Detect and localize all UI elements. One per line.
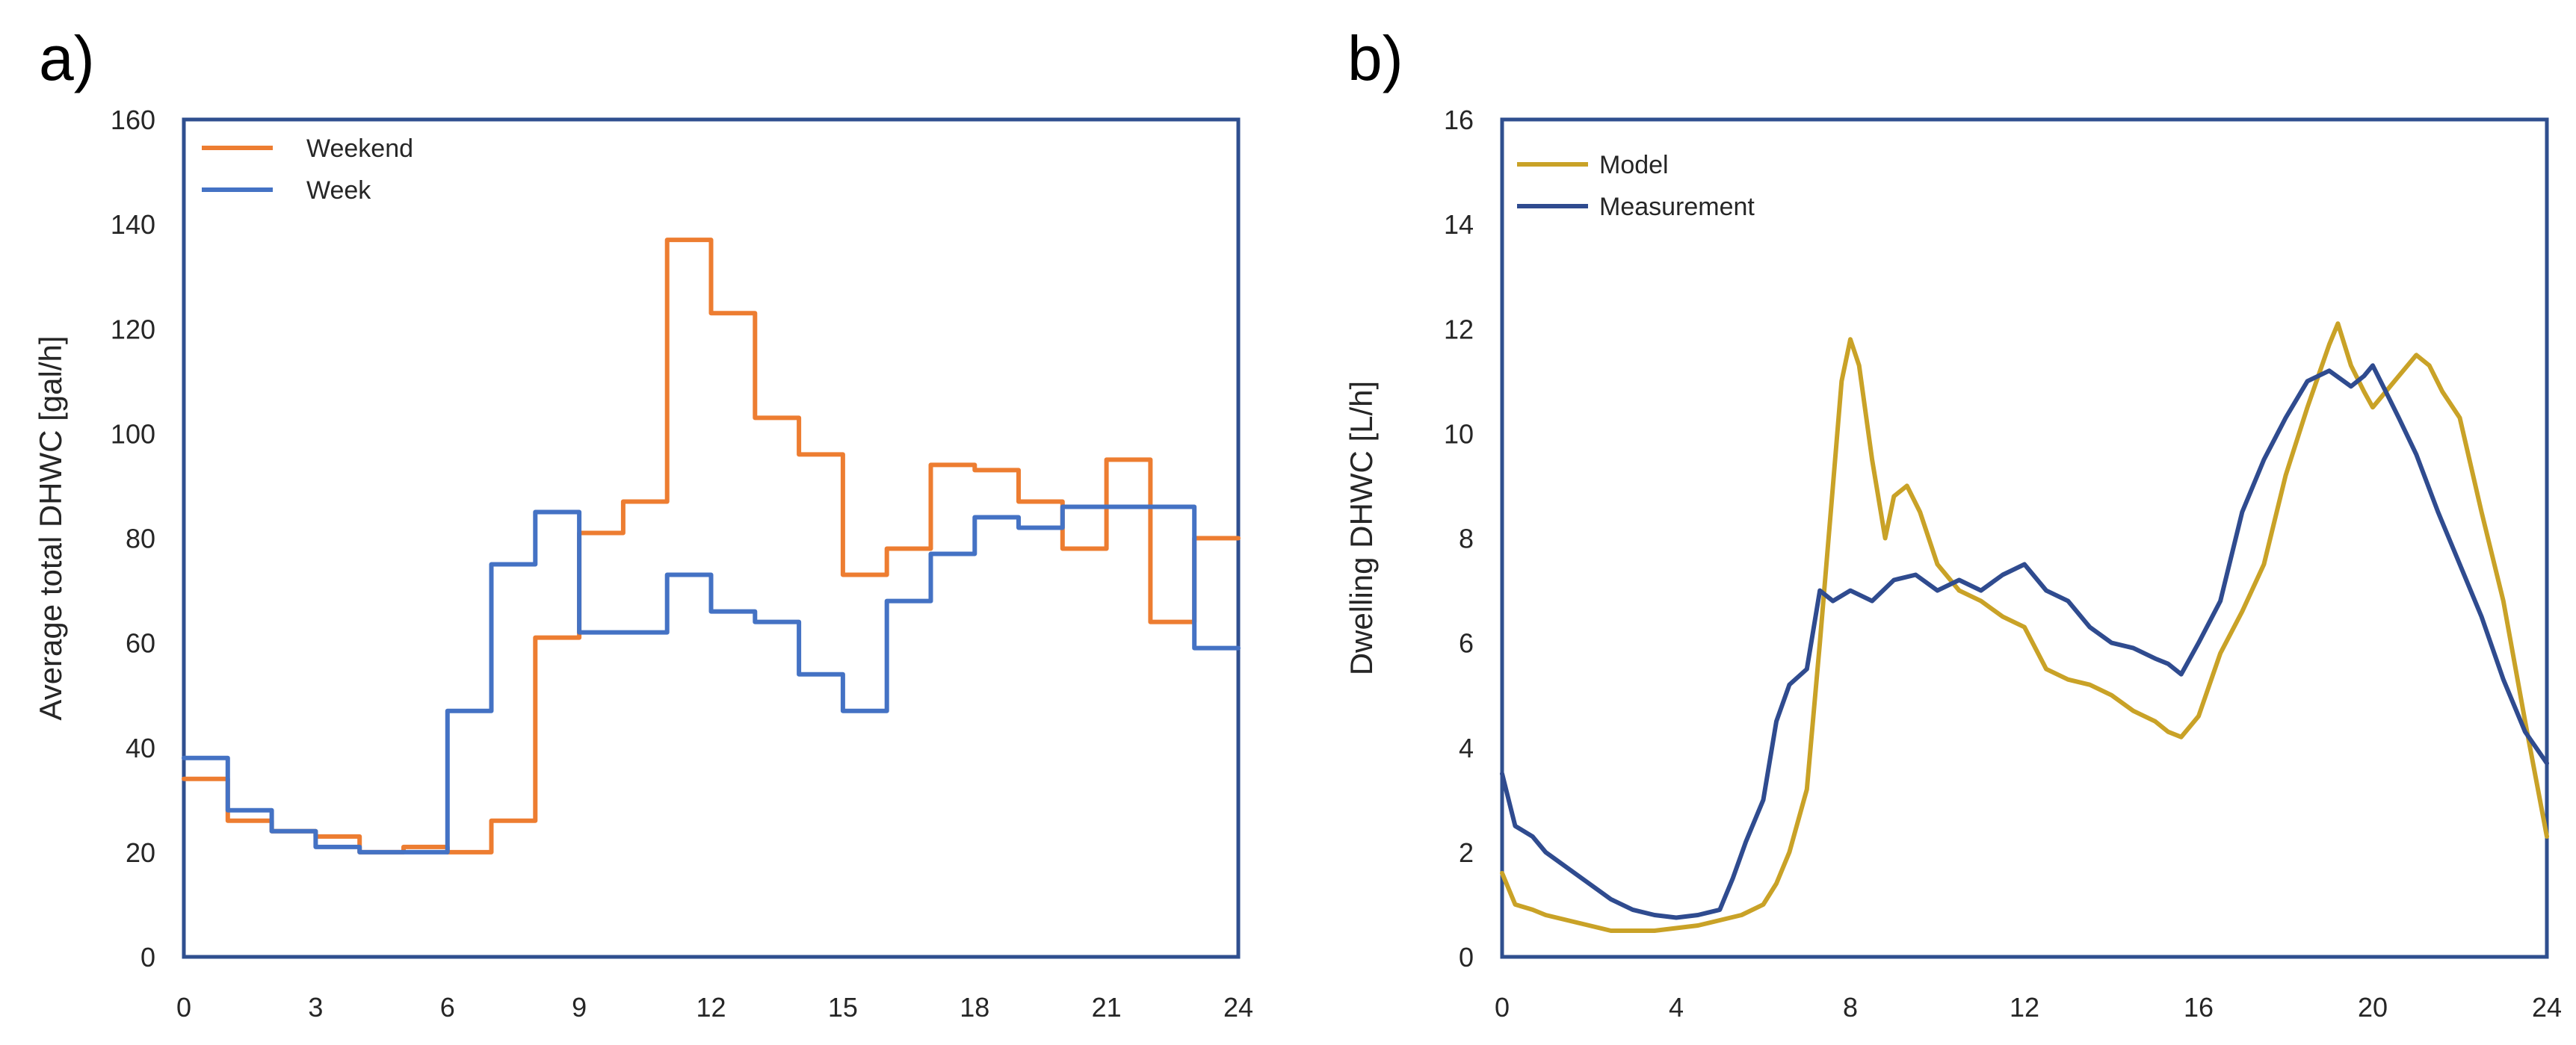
chart-a-ytick-label: 60 [126, 628, 155, 659]
chart-b-ytick-label: 2 [1459, 837, 1474, 868]
chart-a-xtick-label: 6 [440, 992, 455, 1023]
chart-b-xtick-label: 0 [1495, 992, 1510, 1023]
chart-b-ytick-label: 14 [1444, 209, 1474, 240]
chart-a-ytick-label: 160 [111, 105, 155, 135]
chart-b-ytick-label: 4 [1459, 733, 1474, 763]
chart-a-series-weekend [182, 238, 1241, 855]
chart-b-ytick-label: 0 [1459, 942, 1474, 973]
chart-a-ytick-label: 20 [126, 837, 155, 868]
chart-b-legend-label-model: Model [1599, 151, 1669, 179]
chart-b-series-model [1500, 321, 2549, 933]
chart-b-ytick-label: 10 [1444, 418, 1474, 449]
chart-b-ytick-label: 12 [1444, 314, 1474, 344]
chart-a-xtick-label: 15 [828, 992, 858, 1023]
chart-a-xtick-label: 3 [308, 992, 323, 1023]
chart-a-ytick-label: 100 [111, 418, 155, 449]
chart-b-plot-frame [1500, 117, 2549, 959]
chart-b-xtick-label: 4 [1669, 992, 1684, 1023]
chart-b-legend-label-measurement: Measurement [1599, 193, 1755, 221]
chart-b-xtick-label: 20 [2358, 992, 2388, 1023]
chart-a-ytick-label: 80 [126, 524, 155, 554]
chart-a-ytick-label: 120 [111, 314, 155, 344]
chart-b-ylabel: Dwelling DHWC [L/h] [1344, 381, 1379, 675]
chart-a-xtick-label: 0 [176, 992, 191, 1023]
chart-a-xtick-label: 9 [572, 992, 587, 1023]
chart-a-ylabel: Average total DHWC [gal/h] [33, 335, 68, 720]
chart-a-ytick-label: 0 [140, 942, 155, 973]
chart-b-xtick-label: 12 [2010, 992, 2039, 1023]
panel-label-b: b) [1347, 23, 1403, 93]
chart-a-ytick-label: 140 [111, 209, 155, 240]
panel-label-a: a) [39, 23, 95, 93]
chart-b-xtick-label: 16 [2184, 992, 2214, 1023]
chart-b-series-measurement [1500, 363, 2549, 920]
chart-a-ytick-label: 40 [126, 733, 155, 763]
chart-b-xtick-label: 8 [1843, 992, 1858, 1023]
chart-b-ytick-label: 16 [1444, 105, 1474, 135]
chart-a-xtick-label: 18 [960, 992, 989, 1023]
chart-b-xtick-label: 24 [2532, 992, 2562, 1023]
chart-b-ytick-label: 6 [1459, 628, 1474, 659]
chart-a: 0 20 40 60 80 100 120 140 160 0 3 6 9 12 15 18 21 24 Weeke… [111, 105, 1253, 1023]
chart-a-xtick-label: 21 [1092, 992, 1122, 1023]
chart-a-xtick-label: 12 [696, 992, 726, 1023]
chart-b-ytick-label: 8 [1459, 524, 1474, 554]
chart-a-legend-label-week: Week [306, 176, 371, 205]
chart-a-xtick-label: 24 [1223, 992, 1253, 1023]
chart-a-legend-label-weekend: Weekend [306, 134, 413, 163]
chart-a-series-week [182, 504, 1241, 855]
